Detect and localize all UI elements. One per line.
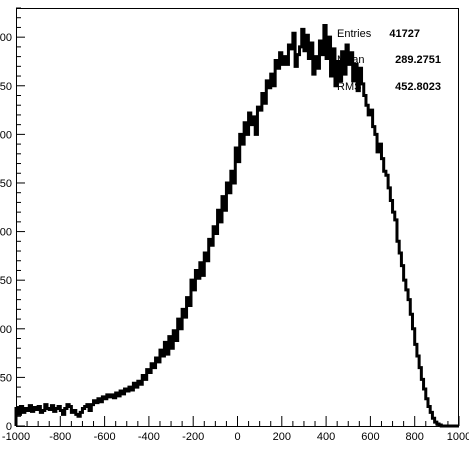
x-tick-label: 1000 [447,431,469,443]
y-tick-label: 0 [6,421,12,433]
x-tick-label: -800 [49,431,71,443]
x-tick-label: 600 [361,431,379,443]
y-tick-label: 400 [0,32,12,44]
y-axis: 0 50 100 150 200 250 300 350 400 [0,7,25,433]
x-tick-label: 400 [317,431,335,443]
x-tick-label: -400 [138,431,160,443]
y-tick-label: 50 [0,372,12,384]
histogram-line [14,23,459,428]
y-tick-label: 300 [0,129,12,141]
x-axis: -1000 -800 -600 -400 -200 0 200 400 600 800 1000 [2,416,469,443]
histogram-step-line [14,23,459,428]
x-tick-label: -200 [182,431,204,443]
stats-rms-label: RMS [337,81,361,93]
plot-frame [16,8,459,427]
x-tick-label: 200 [273,431,291,443]
stats-entries-label: Entries [337,28,372,40]
y-tick-label: 350 [0,81,12,93]
stats-rms-value: 452.8023 [395,81,441,93]
x-tick-label: 0 [234,431,240,443]
y-tick-label: 200 [0,227,12,239]
stats-mean-value: 289.2751 [395,54,441,66]
stats-mean-label: Mean [337,54,365,66]
stats-box: Entries 41727 Mean 289.2751 RMS 452.8023 [337,28,441,93]
x-tick-label: -1000 [2,431,30,443]
x-tick-label: 800 [406,431,424,443]
y-tick-label: 250 [0,178,12,190]
y-tick-label: 150 [0,275,12,287]
x-tick-label: -600 [94,431,116,443]
y-tick-label: 100 [0,324,12,336]
stats-entries-value: 41727 [389,28,420,40]
